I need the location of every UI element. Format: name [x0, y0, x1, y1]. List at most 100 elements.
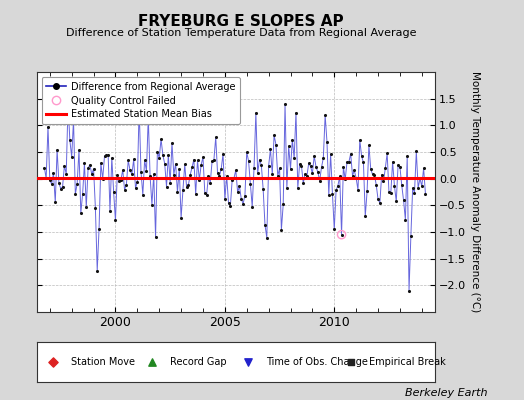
Point: [346, 150, 355, 157]
Point: [204, 173, 213, 179]
Point: [272, 141, 280, 148]
Point: [239, 200, 247, 207]
Point: [230, 175, 238, 181]
Point: [140, 157, 149, 164]
Point: [410, 189, 419, 196]
Point: [79, 191, 87, 197]
Point: [277, 226, 286, 233]
Point: [84, 165, 92, 171]
Point: [181, 161, 189, 168]
Point: [186, 172, 194, 178]
Point: [390, 182, 399, 189]
Point: [202, 192, 211, 198]
Point: [179, 187, 187, 194]
Point: [162, 183, 171, 190]
Point: [57, 186, 65, 192]
Point: [248, 204, 256, 210]
Point: [297, 162, 305, 169]
Point: [274, 172, 282, 179]
Point: [201, 190, 209, 196]
Point: [104, 152, 112, 158]
Text: Station Move: Station Move: [71, 357, 135, 367]
Point: [146, 173, 154, 180]
Point: [363, 188, 372, 194]
Point: [276, 165, 284, 172]
Point: [170, 172, 178, 178]
Point: [376, 200, 384, 206]
Point: [374, 196, 382, 202]
Point: [315, 178, 324, 184]
Point: [418, 183, 426, 190]
Point: [266, 146, 275, 152]
Point: [365, 142, 373, 148]
Point: [254, 170, 262, 176]
Point: [359, 159, 368, 166]
Point: [246, 180, 255, 187]
Point: [91, 205, 100, 211]
Point: [326, 151, 335, 157]
Point: [307, 163, 315, 170]
Point: [166, 180, 174, 186]
Point: [224, 200, 233, 206]
Point: [208, 158, 216, 164]
Point: [129, 156, 138, 163]
Point: [221, 196, 229, 202]
Point: [244, 158, 253, 164]
Point: [409, 185, 417, 191]
Point: [107, 154, 116, 161]
Text: Difference of Station Temperature Data from Regional Average: Difference of Station Temperature Data f…: [66, 28, 416, 38]
Point: [111, 217, 119, 224]
Point: [270, 132, 278, 138]
Point: [339, 164, 347, 170]
Point: [377, 172, 386, 178]
Point: [48, 181, 56, 188]
Point: [243, 149, 251, 156]
Point: [117, 176, 125, 183]
Point: [301, 170, 309, 177]
Point: [241, 192, 249, 199]
Point: [69, 117, 78, 123]
Point: [392, 198, 400, 205]
Text: Empirical Break: Empirical Break: [369, 357, 446, 367]
Point: [281, 101, 289, 107]
Point: [323, 138, 331, 145]
Point: [128, 171, 136, 178]
Point: [407, 233, 415, 240]
Point: [345, 159, 353, 165]
Point: [49, 170, 58, 176]
Point: [304, 160, 313, 166]
Point: [96, 160, 105, 166]
Point: [60, 162, 69, 169]
Point: [237, 196, 245, 202]
Point: [137, 168, 145, 175]
Point: [388, 159, 397, 165]
Point: [53, 146, 61, 153]
Point: [383, 150, 391, 156]
Point: [126, 167, 134, 174]
Point: [139, 192, 147, 198]
Point: [282, 184, 291, 191]
Point: [387, 190, 395, 196]
Point: [99, 176, 107, 182]
Y-axis label: Monthly Temperature Anomaly Difference (°C): Monthly Temperature Anomaly Difference (…: [470, 71, 480, 313]
Point: [412, 148, 421, 155]
Point: [148, 359, 156, 365]
Point: [308, 170, 316, 177]
Point: [370, 171, 378, 178]
Point: [252, 110, 260, 116]
Point: [350, 167, 358, 174]
Point: [40, 164, 49, 171]
Point: [279, 201, 287, 208]
Point: [195, 177, 203, 183]
Point: [319, 155, 328, 161]
Point: [62, 171, 70, 177]
Point: [372, 182, 380, 188]
Point: [182, 184, 191, 190]
Point: [110, 189, 118, 195]
Point: [318, 164, 326, 171]
Point: [184, 182, 193, 188]
Point: [42, 175, 50, 182]
Point: [263, 234, 271, 241]
Point: [414, 185, 422, 191]
Point: [401, 216, 410, 223]
